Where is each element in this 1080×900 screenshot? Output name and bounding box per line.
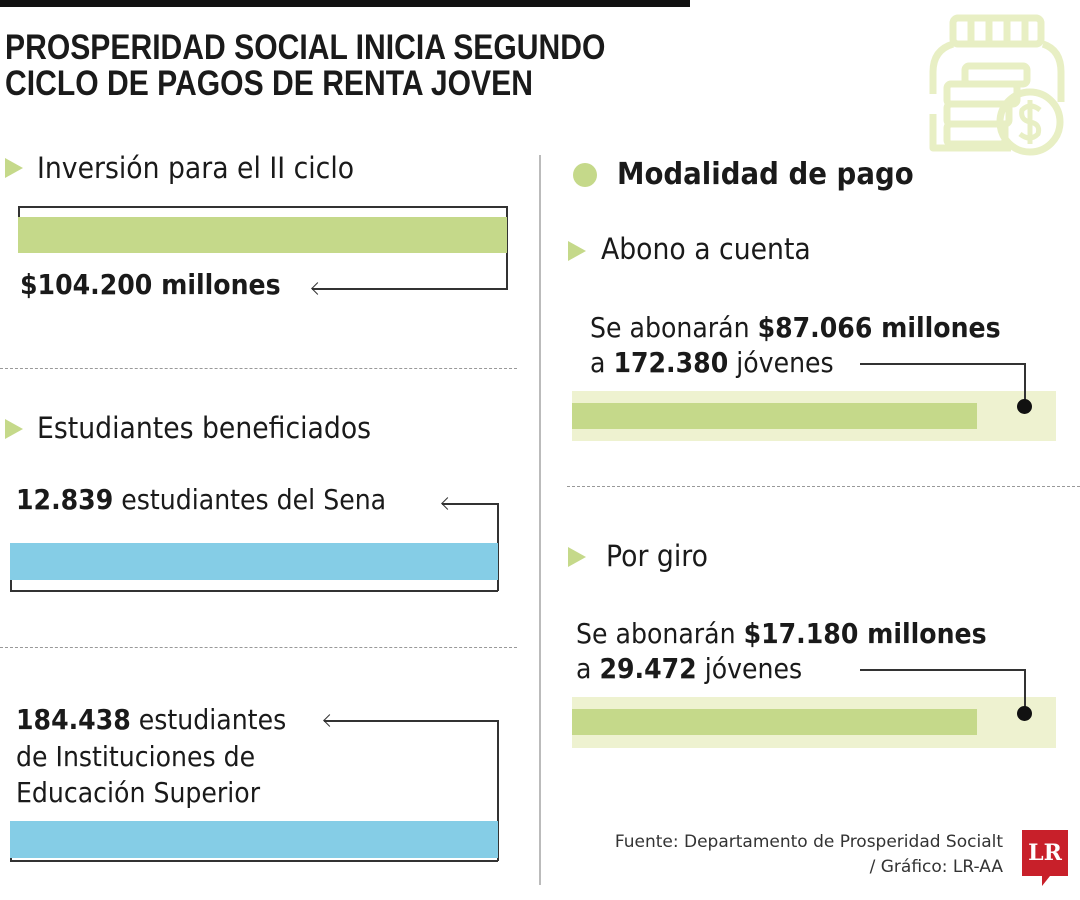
bracket-line [312, 288, 508, 290]
ies-number: 184.438 [16, 703, 131, 736]
arrow-left-icon [441, 497, 454, 510]
ies-bar [10, 821, 498, 858]
arrow-left-icon [323, 714, 336, 727]
pointer-dot-icon [1017, 706, 1032, 721]
pointer-line [860, 669, 1026, 671]
bracket-line [10, 590, 498, 592]
ies-label-line-1: 184.438 estudiantes [16, 702, 286, 738]
abono-amount: $87.066 millones [757, 311, 1001, 344]
pointer-line [1024, 363, 1026, 405]
sena-number: 12.839 [16, 483, 114, 516]
ies-text: estudiantes [130, 703, 287, 736]
students-heading: Estudiantes beneficiados [37, 411, 372, 445]
abono-heading: Abono a cuenta [601, 232, 811, 266]
bracket-line [497, 720, 499, 861]
ies-label-line-3: Educación Superior [16, 776, 261, 809]
triangle-bullet-icon [568, 547, 586, 567]
bracket-line [18, 206, 20, 218]
divider [0, 368, 517, 369]
source-line-1: Fuente: Departamento de Prosperidad Soci… [614, 832, 1003, 852]
sena-bar [10, 543, 498, 580]
giro-heading: Por giro [606, 539, 708, 573]
title-line-1: PROSPERIDAD SOCIAL INICIA SEGUNDO [5, 28, 606, 67]
bracket-line [324, 720, 498, 722]
ies-label-line-2: de Instituciones de [16, 740, 256, 773]
logo-text: LR [1028, 840, 1062, 866]
bracket-line [442, 503, 498, 505]
triangle-bullet-icon [568, 241, 586, 261]
abono-line-2: a 172.380 jóvenes [590, 345, 834, 381]
divider [567, 486, 1080, 487]
pointer-line [860, 363, 1026, 365]
abono-prefix: Se abonarán [590, 311, 758, 344]
payment-heading: Modalidad de pago [617, 157, 914, 192]
giro-amount: $17.180 millones [743, 617, 987, 650]
giro-suffix: jóvenes [696, 652, 803, 685]
investment-heading: Inversión para el II ciclo [37, 151, 355, 185]
giro-bar [572, 709, 977, 735]
vertical-divider [539, 155, 541, 885]
divider [0, 647, 517, 648]
abono-line-1: Se abonarán $87.066 millones [590, 310, 1001, 346]
abono-bar [572, 403, 977, 429]
abono-line2-prefix: a [590, 346, 614, 379]
lr-logo: LR [1022, 830, 1068, 876]
money-jar-icon [929, 14, 1065, 156]
title-line-2: CICLO DE PAGOS DE RENTA JOVEN [5, 64, 533, 103]
giro-line-1: Se abonarán $17.180 millones [576, 616, 987, 652]
giro-line-2: a 29.472 jóvenes [576, 651, 802, 687]
triangle-bullet-icon [5, 419, 23, 439]
abono-count: 172.380 [613, 346, 729, 379]
investment-value: $104.200 millones [20, 268, 281, 301]
giro-count: 29.472 [599, 652, 697, 685]
source-line-2: / Gráfico: LR-AA [869, 857, 1003, 877]
arrow-left-icon [311, 282, 324, 295]
pointer-dot-icon [1017, 399, 1032, 414]
bracket-line [18, 206, 508, 208]
sena-text: estudiantes del Sena [113, 483, 387, 516]
giro-line2-prefix: a [576, 652, 600, 685]
sena-label: 12.839 estudiantes del Sena [16, 482, 386, 518]
logo-tail [1042, 876, 1050, 886]
top-rule [0, 0, 690, 7]
circle-bullet-icon [573, 163, 597, 187]
triangle-bullet-icon [5, 158, 23, 178]
abono-suffix: jóvenes [728, 346, 834, 379]
giro-prefix: Se abonarán [576, 617, 744, 650]
pointer-line [1024, 669, 1026, 711]
investment-bar [18, 217, 507, 253]
bracket-line [10, 860, 498, 862]
